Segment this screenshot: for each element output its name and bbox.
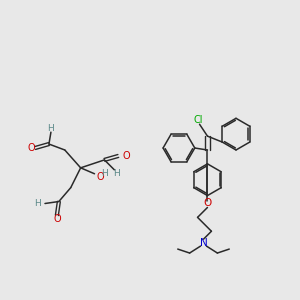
Text: N: N — [200, 238, 207, 248]
Text: H: H — [34, 199, 41, 208]
Text: O: O — [27, 143, 35, 153]
Text: H: H — [48, 124, 54, 133]
Text: O: O — [203, 199, 211, 208]
Text: H: H — [101, 169, 108, 178]
Text: O: O — [53, 214, 61, 224]
Text: O: O — [122, 151, 130, 161]
Text: Cl: Cl — [194, 115, 203, 125]
Text: H: H — [113, 169, 120, 178]
Text: O: O — [97, 172, 104, 182]
